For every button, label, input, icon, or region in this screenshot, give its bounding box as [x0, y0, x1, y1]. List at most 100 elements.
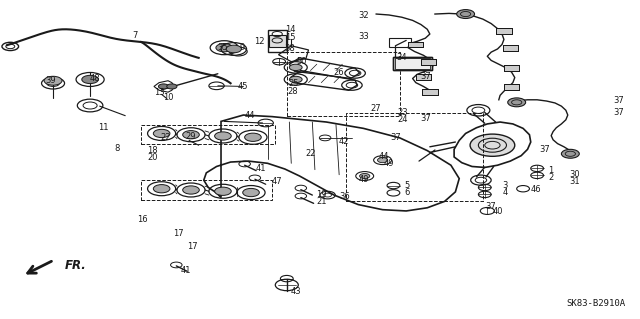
Text: 28: 28 — [288, 87, 298, 96]
Text: 21: 21 — [316, 197, 326, 206]
Circle shape — [360, 174, 370, 179]
Text: 17: 17 — [173, 229, 184, 238]
Circle shape — [159, 84, 169, 89]
Text: 27: 27 — [371, 104, 381, 113]
Bar — [502, 46, 518, 51]
Bar — [389, 38, 412, 47]
Circle shape — [289, 76, 302, 83]
Text: 40: 40 — [492, 207, 503, 216]
Text: 19: 19 — [316, 190, 326, 199]
Text: 2: 2 — [548, 174, 554, 182]
Bar — [393, 56, 433, 70]
Circle shape — [226, 45, 241, 53]
Text: 41: 41 — [256, 164, 266, 173]
Text: 32: 32 — [358, 11, 369, 20]
Circle shape — [457, 10, 474, 19]
Text: 38: 38 — [284, 44, 295, 53]
Bar — [416, 74, 431, 80]
Text: 31: 31 — [569, 177, 579, 186]
Text: 14: 14 — [285, 25, 295, 34]
Text: 6: 6 — [405, 188, 410, 197]
Bar — [504, 65, 519, 71]
Text: 22: 22 — [305, 149, 316, 158]
Bar — [422, 89, 438, 95]
Text: SK83-B2910A: SK83-B2910A — [566, 299, 625, 308]
Bar — [141, 124, 275, 144]
Bar — [408, 42, 424, 48]
Circle shape — [216, 44, 232, 52]
Circle shape — [82, 75, 99, 84]
Circle shape — [470, 134, 515, 156]
Bar — [421, 59, 436, 64]
Text: 37: 37 — [390, 133, 401, 142]
Text: FR.: FR. — [65, 259, 86, 272]
Text: 37: 37 — [420, 114, 431, 123]
Circle shape — [561, 149, 579, 158]
Text: 15: 15 — [285, 33, 295, 42]
Text: 50: 50 — [297, 57, 307, 66]
Text: 43: 43 — [291, 287, 301, 296]
Text: 29: 29 — [186, 132, 196, 141]
Text: 37: 37 — [540, 145, 550, 154]
Text: 25: 25 — [288, 79, 298, 88]
Bar — [408, 42, 424, 48]
Bar — [422, 89, 438, 95]
Text: 34: 34 — [396, 53, 407, 62]
Text: 39: 39 — [45, 76, 56, 85]
Text: 4: 4 — [502, 188, 508, 197]
Text: 22: 22 — [160, 133, 171, 142]
Bar — [287, 52, 401, 116]
Text: 7: 7 — [132, 31, 138, 40]
Bar — [504, 84, 519, 90]
Text: 44: 44 — [244, 111, 255, 120]
Text: 10: 10 — [163, 93, 174, 102]
Text: 47: 47 — [271, 177, 282, 186]
Text: 42: 42 — [339, 137, 349, 145]
Circle shape — [289, 64, 302, 70]
Bar — [502, 46, 518, 51]
Circle shape — [154, 129, 170, 137]
Bar — [421, 59, 436, 64]
Bar — [416, 74, 431, 80]
Text: 23: 23 — [397, 108, 408, 117]
Bar — [141, 181, 272, 200]
Text: 24: 24 — [398, 115, 408, 124]
Circle shape — [154, 185, 170, 193]
Text: 37: 37 — [614, 96, 624, 105]
Text: 9: 9 — [239, 43, 244, 52]
Text: 26: 26 — [334, 68, 344, 77]
Bar — [393, 56, 433, 70]
Text: 11: 11 — [98, 123, 108, 132]
Bar — [396, 58, 430, 69]
Bar — [504, 84, 519, 90]
Text: 33: 33 — [358, 32, 369, 41]
Text: 49: 49 — [358, 175, 369, 184]
Text: 37: 37 — [420, 72, 431, 81]
Bar — [504, 65, 519, 71]
Circle shape — [214, 132, 231, 140]
Circle shape — [214, 187, 231, 196]
Text: 48: 48 — [90, 74, 100, 83]
Bar — [496, 28, 511, 34]
Text: 13: 13 — [154, 88, 164, 97]
Text: 20: 20 — [147, 153, 158, 162]
Circle shape — [182, 130, 199, 139]
Circle shape — [44, 76, 62, 85]
Text: 45: 45 — [238, 82, 248, 91]
Text: 1: 1 — [548, 166, 554, 175]
Text: 16: 16 — [137, 215, 148, 224]
Text: 44: 44 — [379, 152, 389, 161]
Bar — [346, 113, 483, 201]
Bar — [496, 28, 511, 34]
Bar — [269, 35, 285, 47]
Text: 3: 3 — [502, 181, 508, 190]
Circle shape — [244, 133, 261, 141]
Circle shape — [508, 98, 525, 107]
Text: 37: 37 — [614, 108, 624, 117]
Text: 36: 36 — [339, 192, 349, 202]
Circle shape — [167, 84, 177, 89]
Text: 46: 46 — [531, 185, 541, 194]
Text: 37: 37 — [486, 202, 497, 211]
Text: 30: 30 — [569, 170, 579, 179]
Text: 49: 49 — [384, 159, 394, 168]
